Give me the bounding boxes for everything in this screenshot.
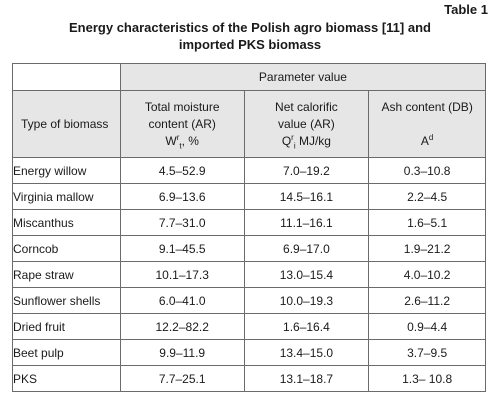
row-ash: 1.3– 10.8 [368, 365, 486, 392]
row-ash: 4.0–10.2 [368, 261, 486, 288]
row-moisture: 12.2–82.2 [119, 313, 245, 340]
table-row: Virginia mallow 6.9–13.6 14.5–16.1 2.2–4… [12, 183, 486, 210]
table-row: Beet pulp 9.9–11.9 13.4–15.0 3.7–9.5 [12, 339, 486, 366]
row-calorific: 13.0–15.4 [243, 261, 370, 288]
table-number: Table 1 [444, 2, 488, 17]
row-type: Dried fruit [12, 313, 121, 340]
header-row-group: Parameter value [12, 63, 487, 91]
table-row: PKS 7.7–25.1 13.1–18.7 1.3– 10.8 [12, 365, 486, 392]
row-calorific: 1.6–16.4 [243, 313, 370, 340]
row-calorific: 13.4–15.0 [243, 339, 370, 366]
row-type: Rape straw [12, 261, 121, 288]
caption-line-1: Energy characteristics of the Polish agr… [69, 20, 431, 35]
row-type: Virginia mallow [12, 183, 121, 210]
header-ash-symbol: Ad [420, 132, 434, 148]
row-moisture: 4.5–52.9 [119, 157, 245, 184]
biomass-table: Parameter value Type of biomass Total mo… [12, 63, 487, 392]
row-calorific: 6.9–17.0 [243, 235, 370, 262]
row-ash: 1.9–21.2 [368, 235, 486, 262]
row-calorific: 7.0–19.2 [243, 157, 370, 184]
row-ash: 3.7–9.5 [368, 339, 486, 366]
row-calorific: 14.5–16.1 [243, 183, 370, 210]
row-type: Beet pulp [12, 339, 121, 366]
header-net-calorific: Net calorific value (AR) Qri MJ/kg [243, 90, 370, 158]
row-type: PKS [12, 365, 121, 392]
row-moisture: 6.0–41.0 [119, 287, 245, 314]
row-ash: 0.3–10.8 [368, 157, 486, 184]
header-ash-line1: Ash content (DB) [381, 99, 473, 114]
row-moisture: 9.1–45.5 [119, 235, 245, 262]
row-calorific: 13.1–18.7 [243, 365, 370, 392]
row-type: Corncob [12, 235, 121, 262]
header-calorific-symbol: Qri MJ/kg [281, 132, 331, 150]
table-row: Miscanthus 7.7–31.0 11.1–16.1 1.6–5.1 [12, 209, 486, 236]
table-row: Corncob 9.1–45.5 6.9–17.0 1.9–21.2 [12, 235, 486, 262]
header-calorific-line1: Net calorific [275, 99, 338, 114]
row-ash: 1.6–5.1 [368, 209, 486, 236]
table-row: Rape straw 10.1–17.3 13.0–15.4 4.0–10.2 [12, 261, 486, 288]
header-corner-cell [12, 63, 121, 91]
row-type: Energy willow [12, 157, 121, 184]
caption-line-2: imported PKS biomass [178, 37, 322, 52]
header-row-columns: Type of biomass Total moisture content (… [12, 90, 486, 158]
header-ash-content: Ash content (DB) Ad [368, 90, 486, 158]
row-moisture: 7.7–25.1 [119, 365, 245, 392]
header-moisture-line1: Total moisture [144, 99, 220, 114]
row-moisture: 9.9–11.9 [119, 339, 245, 366]
row-ash: 0.9–4.4 [368, 313, 486, 340]
row-calorific: 10.0–19.3 [243, 287, 370, 314]
row-ash: 2.2–4.5 [368, 183, 486, 210]
row-type: Miscanthus [12, 209, 121, 236]
row-moisture: 10.1–17.3 [119, 261, 245, 288]
table-row: Sunflower shells 6.0–41.0 10.0–19.3 2.6–… [12, 287, 486, 314]
table-row: Energy willow 4.5–52.9 7.0–19.2 0.3–10.8 [12, 157, 486, 184]
header-type-of-biomass: Type of biomass [12, 90, 121, 158]
header-moisture-line2: content (AR) [148, 116, 216, 131]
row-type: Sunflower shells [12, 287, 121, 314]
row-moisture: 6.9–13.6 [119, 183, 245, 210]
header-calorific-line2: value (AR) [278, 116, 335, 131]
header-moisture-symbol: Wrt, % [165, 132, 199, 150]
table-row: Dried fruit 12.2–82.2 1.6–16.4 0.9–4.4 [12, 313, 486, 340]
row-ash: 2.6–11.2 [368, 287, 486, 314]
row-calorific: 11.1–16.1 [243, 209, 370, 236]
row-moisture: 7.7–31.0 [119, 209, 245, 236]
table-caption: Energy characteristics of the Polish agr… [0, 19, 500, 53]
header-parameter-value: Parameter value [119, 63, 487, 91]
header-total-moisture: Total moisture content (AR) Wrt, % [119, 90, 245, 158]
